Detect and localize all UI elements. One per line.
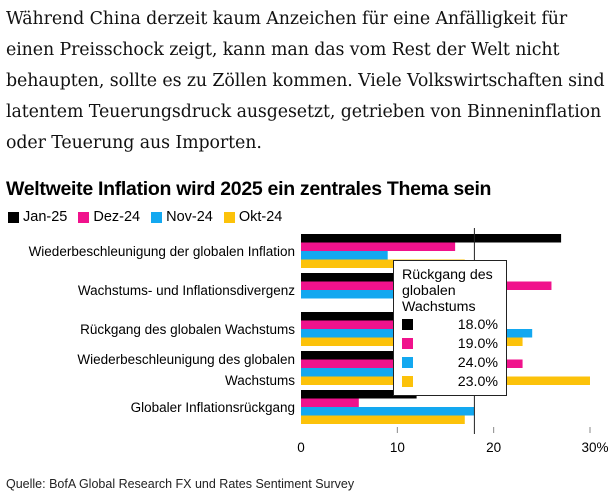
legend-label: Jan-25	[23, 209, 68, 225]
category-label: Rückgang des globalen Wachstums	[80, 322, 295, 337]
legend-label: Okt-24	[238, 209, 283, 225]
chart-title: Weltweite Inflation wird 2025 ein zentra…	[6, 178, 492, 200]
chart-legend: Jan-25 Dez-24 Nov-24 Okt-24	[8, 209, 282, 225]
bar	[301, 251, 388, 260]
tooltip-value: 19.0%	[457, 335, 498, 352]
category-label: Wachstums	[225, 373, 295, 388]
tick-label: 20	[486, 440, 501, 455]
tick-label: 10	[390, 440, 405, 455]
tooltip-value: 23.0%	[457, 373, 498, 390]
category-label: Wachstums- und Inflationsdivergenz	[78, 283, 295, 298]
bar	[301, 407, 475, 416]
legend-label: Nov-24	[166, 209, 213, 225]
tooltip-swatch	[402, 319, 413, 330]
legend-label: Dez-24	[93, 209, 141, 225]
bar	[301, 259, 465, 268]
tooltip-value: 18.0%	[457, 316, 498, 333]
bar	[301, 320, 485, 329]
tooltip-row: 23.0%	[394, 372, 506, 391]
tooltip-row: 24.0%	[394, 353, 506, 372]
tooltip-swatch	[402, 376, 413, 387]
chart-source: Quelle: BofA Global Research FX und Rate…	[6, 477, 355, 491]
bar	[301, 273, 446, 282]
legend-swatch	[223, 211, 235, 223]
tooltip-swatch	[402, 357, 413, 368]
bar	[301, 351, 436, 360]
bar	[301, 398, 359, 407]
tooltip-row: 19.0%	[394, 334, 506, 353]
legend-swatch	[8, 211, 19, 223]
bar	[301, 312, 475, 321]
tick-label: 30%	[581, 440, 608, 455]
legend-item: Nov-24	[151, 209, 213, 225]
legend-swatch	[78, 211, 90, 223]
category-label: Wiederbeschleunigung der globalen Inflat…	[29, 244, 295, 259]
bar-chart: Wiederbeschleunigung der globalen Inflat…	[29, 228, 609, 455]
legend-item: Okt-24	[223, 209, 283, 225]
tick-label: 0	[297, 440, 305, 455]
tooltip-row: 18.0%	[394, 315, 506, 334]
bar	[301, 234, 562, 243]
legend-item: Jan-25	[8, 209, 67, 225]
legend-swatch	[151, 211, 163, 223]
bar	[301, 368, 446, 377]
tooltip-title: Rückgang des globalen Wachstums	[402, 267, 493, 315]
legend-item: Dez-24	[78, 209, 140, 225]
bar	[301, 390, 417, 399]
bar	[301, 242, 456, 251]
chart-tooltip: Rückgang des globalen Wachstums 18.0% 19.…	[393, 260, 507, 396]
tooltip-swatch	[402, 338, 413, 349]
bar	[301, 415, 465, 424]
category-label: Globaler Inflationsrückgang	[131, 400, 295, 415]
category-label: Wiederbeschleunigung des globalen	[77, 352, 295, 367]
tooltip-value: 24.0%	[457, 354, 498, 371]
bar	[301, 290, 417, 299]
article-paragraph: Während China derzeit kaum Anzeichen für…	[6, 9, 605, 153]
